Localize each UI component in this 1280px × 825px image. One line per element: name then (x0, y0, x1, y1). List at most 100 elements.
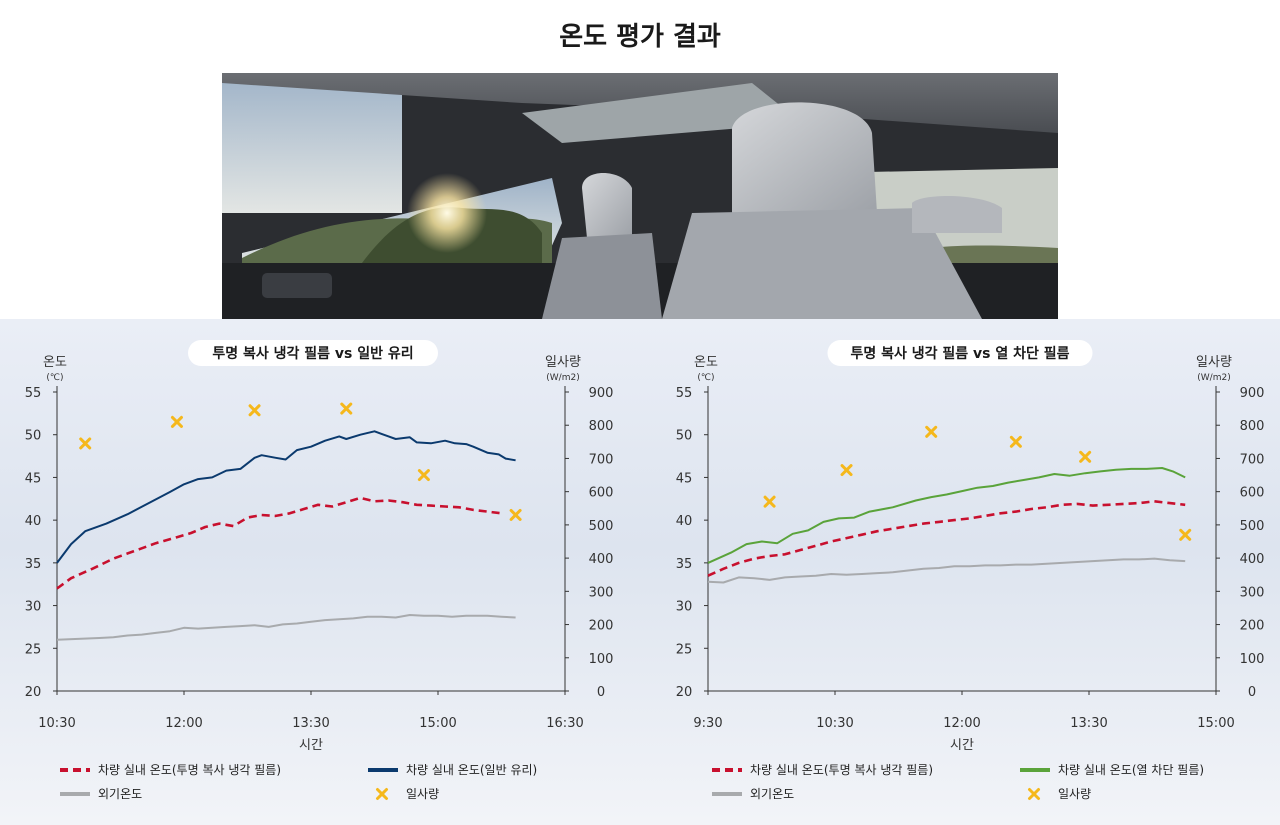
legend-item: 외기온도 (60, 787, 142, 801)
chart-title: 투명 복사 냉각 필름 vs 열 차단 필름 (850, 345, 1069, 362)
y-right-axis-label: 일사량 (545, 355, 581, 370)
solar-marker-stroke (840, 464, 853, 477)
series-line-1 (56, 496, 502, 590)
chart-title: 투명 복사 냉각 필름 vs 일반 유리 (212, 345, 413, 362)
solar-marker (417, 469, 430, 482)
solar-marker (840, 464, 853, 477)
y-left-tick-label: 25 (25, 642, 42, 657)
x-tick-label: 10:30 (38, 716, 75, 731)
x-tick-label: 12:00 (165, 716, 202, 731)
y-left-tick-label: 40 (676, 514, 693, 529)
y-left-tick-label: 30 (25, 600, 42, 615)
solar-marker (925, 425, 938, 438)
solar-marker (170, 415, 183, 428)
page-title: 온도 평가 결과 (559, 22, 721, 52)
legend-item: 차량 실내 온도(투명 복사 냉각 필름) (712, 763, 933, 777)
y-left-tick-label: 50 (676, 429, 693, 444)
x-tick-label: 16:30 (546, 716, 583, 731)
solar-marker-stroke (417, 469, 430, 482)
solar-marker-stroke (1079, 450, 1092, 463)
y-right-tick-label: 100 (1240, 652, 1265, 667)
solar-marker-stroke (763, 495, 776, 508)
y-right-tick-label: 600 (1240, 486, 1265, 501)
car-interior-illustration (222, 73, 1058, 319)
chart-title-pill (188, 340, 438, 366)
y-left-tick-label: 50 (25, 429, 42, 444)
legend-swatch (1028, 788, 1040, 800)
y-right-tick-label: 400 (589, 552, 614, 567)
y-left-axis-unit: (℃) (46, 373, 63, 383)
car-interior-photo (222, 73, 1058, 319)
y-right-tick-label: 600 (589, 486, 614, 501)
solar-marker-stroke (1179, 528, 1192, 541)
y-right-tick-label: 800 (1240, 419, 1265, 434)
solar-marker-stroke (1009, 435, 1022, 448)
y-right-tick-label: 500 (589, 519, 614, 534)
y-right-tick-label: 800 (589, 419, 614, 434)
y-left-tick-label: 45 (25, 471, 42, 486)
solar-marker (248, 404, 261, 417)
series-line-2 (56, 430, 516, 564)
y-left-tick-label: 20 (25, 685, 42, 700)
y-left-tick-label: 55 (25, 386, 42, 401)
solar-marker-stroke (340, 402, 353, 415)
x-tick-label: 13:30 (1070, 716, 1107, 731)
y-right-tick-label: 200 (589, 619, 614, 634)
y-right-axis-unit: (W/m2) (546, 373, 579, 383)
x-tick-label: 15:00 (1197, 716, 1234, 731)
solar-marker (340, 402, 353, 415)
y-right-tick-label: 500 (1240, 519, 1265, 534)
x-axis-label: 시간 (299, 738, 323, 753)
solar-marker-stroke (925, 425, 938, 438)
y-left-tick-label: 20 (676, 685, 693, 700)
legend-item: 일사량 (1028, 787, 1091, 801)
y-right-tick-label: 900 (1240, 386, 1265, 401)
y-left-tick-label: 35 (25, 557, 42, 572)
y-right-tick-label: 700 (1240, 452, 1265, 467)
y-right-tick-label: 100 (589, 652, 614, 667)
x-tick-label: 9:30 (693, 716, 722, 731)
solar-marker-stroke (170, 415, 183, 428)
solar-marker (1179, 528, 1192, 541)
legend-label: 외기온도 (98, 787, 142, 801)
legend-label: 차량 실내 온도(열 차단 필름) (1058, 763, 1204, 777)
y-right-axis-unit: (W/m2) (1197, 373, 1230, 383)
y-left-tick-label: 40 (25, 514, 42, 529)
x-tick-label: 12:00 (943, 716, 980, 731)
y-right-axis-label: 일사량 (1196, 355, 1232, 370)
y-right-tick-label: 0 (1248, 685, 1256, 700)
y-right-tick-label: 200 (1240, 619, 1265, 634)
legend-item: 차량 실내 온도(일반 유리) (368, 763, 537, 777)
solar-marker (1079, 450, 1092, 463)
chart-title-pill (827, 340, 1093, 366)
solar-marker-stroke (79, 437, 92, 450)
solar-marker (509, 508, 522, 521)
legend-label: 차량 실내 온도(투명 복사 냉각 필름) (750, 763, 933, 777)
y-right-tick-label: 0 (597, 685, 605, 700)
series-line-1 (707, 499, 1186, 577)
charts-panel-background (0, 319, 1280, 825)
y-right-tick-label: 300 (589, 585, 614, 600)
legend-label: 일사량 (1058, 787, 1091, 801)
y-left-tick-label: 30 (676, 600, 693, 615)
x-tick-label: 10:30 (816, 716, 853, 731)
series-line-2 (707, 467, 1186, 564)
series-line-3 (56, 614, 516, 641)
legend-item: 일사량 (376, 787, 439, 801)
x-tick-label: 15:00 (419, 716, 456, 731)
legend-item: 외기온도 (712, 787, 794, 801)
y-right-tick-label: 900 (589, 386, 614, 401)
y-left-axis-label: 온도 (694, 355, 718, 370)
y-left-axis-label: 온도 (43, 355, 67, 370)
y-left-tick-label: 35 (676, 557, 693, 572)
y-left-tick-label: 45 (676, 471, 693, 486)
y-right-tick-label: 300 (1240, 585, 1265, 600)
solar-marker (1009, 435, 1022, 448)
y-right-tick-label: 700 (589, 452, 614, 467)
legend-label: 차량 실내 온도(투명 복사 냉각 필름) (98, 763, 281, 777)
legend-label: 차량 실내 온도(일반 유리) (406, 763, 537, 777)
legend-label: 일사량 (406, 787, 439, 801)
